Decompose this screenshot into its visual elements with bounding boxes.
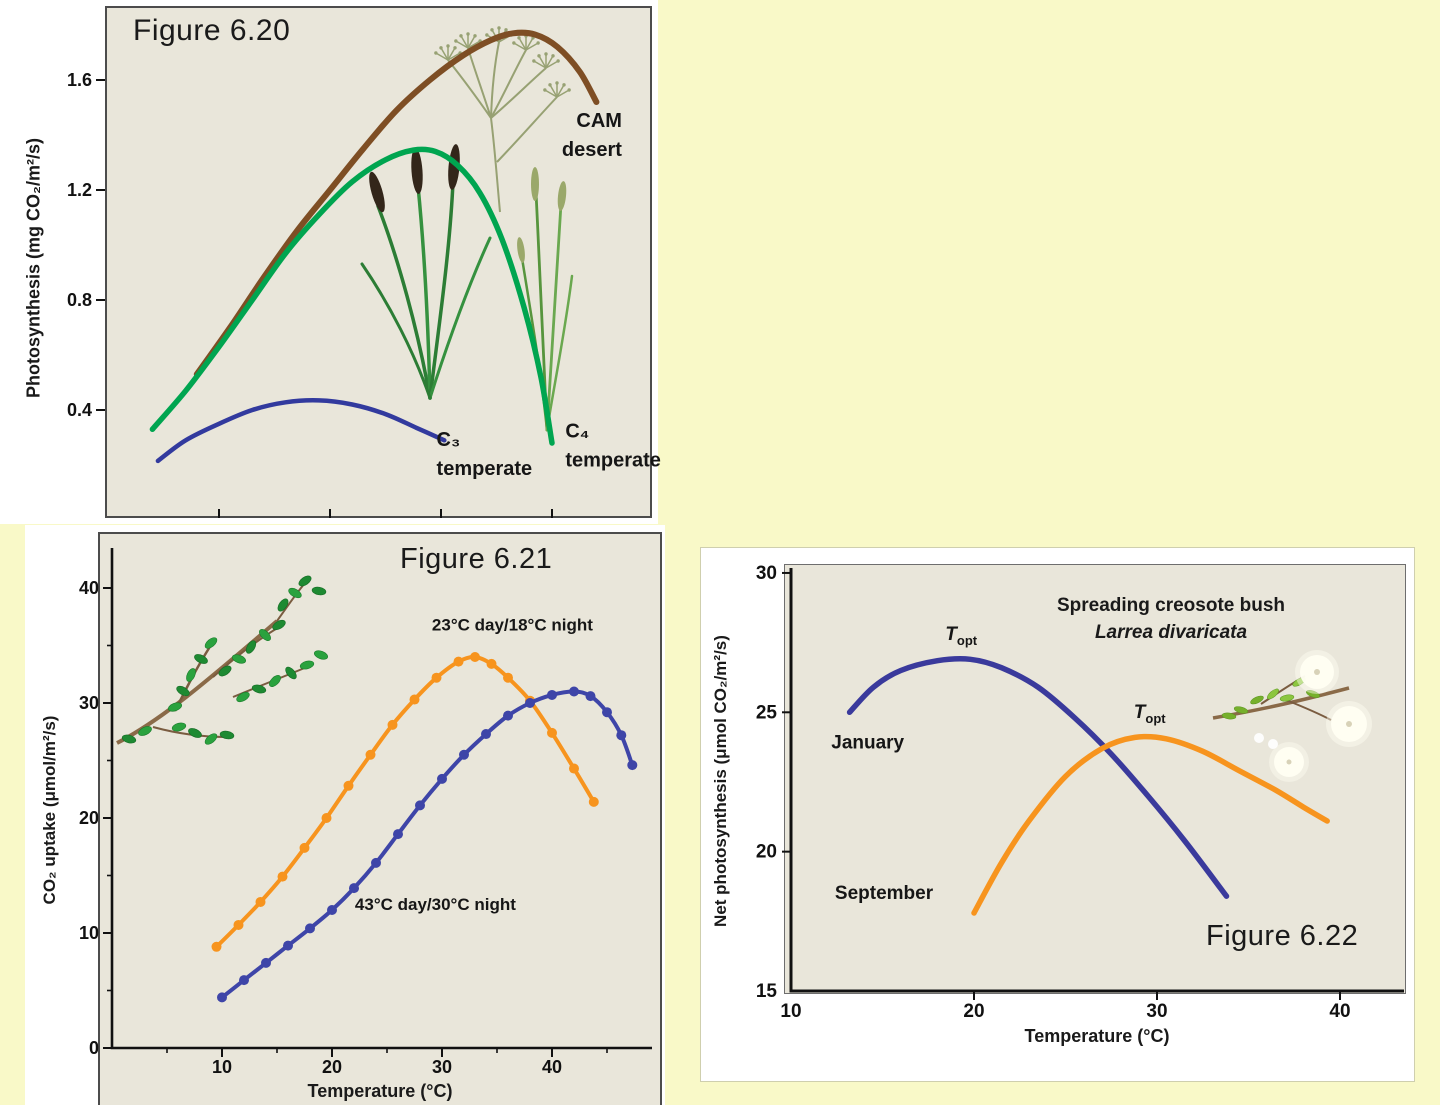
svg-text:1.6: 1.6 xyxy=(67,70,92,90)
figure-6-22-label: Figure 6.22 xyxy=(1206,920,1359,952)
series-curve xyxy=(220,689,635,1000)
figure-6-20-y-axis-label: Photosynthesis (mg CO₂/m²/s) xyxy=(23,137,44,399)
creosote-flower-illustration xyxy=(1212,650,1372,782)
creosote-branch-illustration xyxy=(116,573,330,747)
figure-6-21-label: Figure 6.21 xyxy=(400,543,553,575)
figure-6-22-chart: 10 20 30 40 15 20 25 30 January September Topt Topt xyxy=(756,563,1404,1022)
cam-plant-illustration xyxy=(434,26,571,213)
tick-labels: 10 20 30 40 15 20 25 30 xyxy=(756,563,1351,1022)
svg-text:20: 20 xyxy=(322,1057,342,1077)
figure-6-22-panel: 10 20 30 40 15 20 25 30 January September Topt Topt… xyxy=(700,547,1415,1082)
svg-text:15: 15 xyxy=(756,981,778,1002)
figure-6-21-x-axis-label: Temperature (°C) xyxy=(307,1081,453,1101)
axis-lines xyxy=(789,568,1404,993)
figure-6-21-illustrations xyxy=(116,573,330,747)
svg-text:40: 40 xyxy=(1329,1001,1350,1022)
series-curve xyxy=(193,29,600,378)
tick-labels: 10 20 30 40 0 10 20 30 40 xyxy=(79,578,562,1077)
svg-text:20: 20 xyxy=(963,1001,984,1022)
svg-text:40: 40 xyxy=(542,1057,562,1077)
figure-6-22-plot-area xyxy=(784,564,1406,994)
svg-text:10: 10 xyxy=(212,1057,232,1077)
ticks xyxy=(103,587,608,1057)
tick-labels: 0.4 0.8 1.2 1.6 xyxy=(67,70,92,420)
figure-6-22-y-axis-label: Net photosynthesis (μmol CO₂/m²/s) xyxy=(711,635,730,927)
chart-annotation: 23°C day/18°C night xyxy=(432,616,593,635)
chart-annotation: C₄ temperate xyxy=(565,421,661,472)
svg-text:10: 10 xyxy=(780,1001,801,1022)
figure-6-21-plot-area xyxy=(98,532,662,1105)
figure-6-22-chart-title: Spreading creosote bush Larrea divaricat… xyxy=(1031,592,1311,646)
figure-6-20-chart: 0.4 0.8 1.2 1.6 CAM desert C₃ temperate C₄ temper… xyxy=(67,29,661,518)
series-curve xyxy=(149,146,555,446)
svg-text:10: 10 xyxy=(79,923,99,943)
figure-6-22-illustrations xyxy=(1212,650,1372,782)
chart-annotation: C₃ temperate xyxy=(437,429,533,480)
chart-annotation: Topt xyxy=(1134,702,1166,726)
svg-text:40: 40 xyxy=(79,578,99,598)
svg-text:30: 30 xyxy=(79,693,99,713)
figure-6-21-y-axis-label: CO₂ uptake (μmol/m²/s) xyxy=(40,715,59,905)
series-points xyxy=(217,686,638,1003)
series-curve xyxy=(971,733,1330,916)
svg-text:20: 20 xyxy=(79,808,99,828)
chart-annotation: Topt xyxy=(945,624,977,648)
svg-text:0.8: 0.8 xyxy=(67,290,92,310)
figure-6-21-panel: 10 20 30 40 0 10 20 30 40 23°C day/18°C night 43°C… xyxy=(25,525,665,1105)
ticks xyxy=(782,571,1341,1000)
svg-text:30: 30 xyxy=(756,563,777,584)
figure-6-20-panel: 0.4 0.8 1.2 1.6 CAM desert C₃ temperate C₄ temper… xyxy=(0,0,661,524)
figure-6-21-chart: 10 20 30 40 0 10 20 30 40 23°C day/18°C night 43°C… xyxy=(79,548,652,1077)
series-curve xyxy=(846,656,1230,899)
svg-text:0: 0 xyxy=(89,1038,99,1058)
chart-annotation: January xyxy=(831,733,904,754)
ticks xyxy=(96,79,553,518)
svg-text:30: 30 xyxy=(1146,1001,1167,1022)
chart-annotation: CAM desert xyxy=(562,110,622,161)
chart-subtitle-line: Larrea divaricata xyxy=(1094,622,1248,643)
svg-text:30: 30 xyxy=(432,1057,452,1077)
chart-title-line: Spreading creosote bush xyxy=(1056,595,1286,616)
chart-annotation: September xyxy=(835,883,934,904)
svg-text:25: 25 xyxy=(756,702,778,723)
figure-6-20-label: Figure 6.20 xyxy=(133,14,291,47)
figure-6-22-x-axis-label: Temperature (°C) xyxy=(1024,1026,1170,1046)
c4-grass-illustration xyxy=(360,144,492,400)
series-curve xyxy=(155,398,447,464)
chart-annotation: 43°C day/30°C night xyxy=(355,895,516,914)
svg-text:20: 20 xyxy=(756,842,777,863)
svg-text:0.4: 0.4 xyxy=(67,400,92,420)
svg-text:1.2: 1.2 xyxy=(67,180,92,200)
